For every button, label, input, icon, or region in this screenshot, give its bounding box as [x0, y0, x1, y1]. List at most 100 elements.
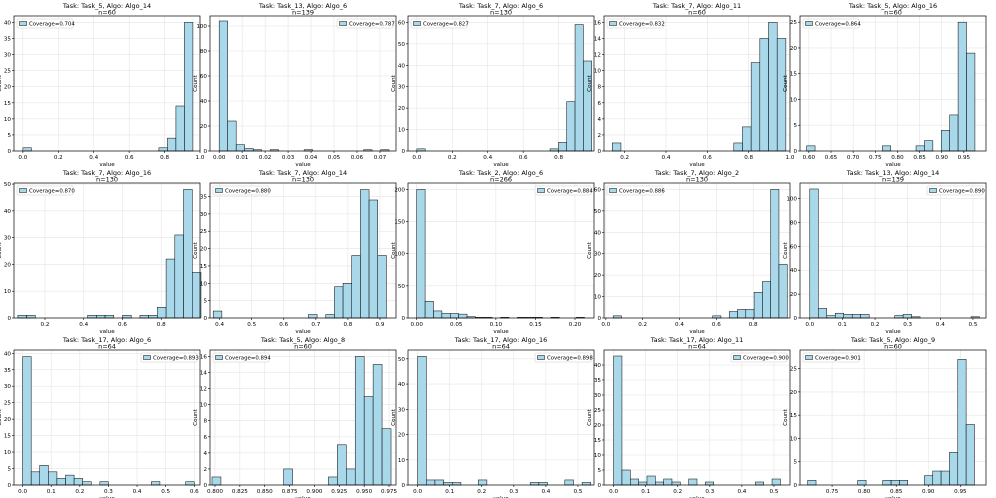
histogram-bar — [902, 314, 912, 319]
panel-subtitle: n=139 — [292, 9, 314, 17]
histogram-bar — [308, 314, 318, 319]
y-tick-label: 20 — [398, 106, 406, 112]
x-tick-label: 0.825 — [232, 489, 248, 495]
histogram-bar — [157, 307, 167, 319]
y-tick-label: 5 — [793, 123, 797, 129]
histogram-bar — [705, 481, 714, 486]
y-tick-label: 50 — [398, 284, 406, 290]
x-axis-label: value — [295, 496, 311, 498]
histogram-bar — [924, 140, 934, 152]
histogram-panel: Task: Task_7, Algo: Algo_16n=130 0.2 0.4 0.… — [0, 169, 202, 335]
x-tick-label: 0.3 — [104, 489, 113, 495]
y-tick-label: 8 — [203, 419, 207, 425]
legend-swatch — [537, 188, 545, 193]
histogram-bar — [443, 482, 453, 486]
y-tick-label: 0 — [7, 149, 11, 155]
y-tick-label: 25 — [4, 401, 12, 407]
plot-frame — [799, 15, 987, 152]
histogram-bar — [688, 478, 698, 486]
histogram-bar — [56, 478, 66, 486]
legend-label: Coverage=0.787 — [349, 21, 395, 27]
histogram-bar — [148, 315, 158, 319]
histogram-bar — [185, 481, 195, 486]
histogram-bar — [558, 142, 567, 152]
y-axis-label: Count — [193, 74, 199, 91]
y-axis-label: Count — [0, 74, 3, 91]
legend-box — [140, 352, 198, 363]
y-tick-label: 5 — [7, 467, 11, 473]
y-tick-label: 80 — [200, 49, 208, 55]
y-tick-label: 15 — [200, 264, 208, 270]
histogram-panel: Task: Task_13, Algo: Algo_6n=139 0.00 0.01… — [193, 2, 397, 168]
x-tick-label: 0.02 — [259, 155, 271, 161]
legend-swatch — [19, 21, 27, 26]
x-tick-label: 0.04 — [305, 155, 318, 161]
legend-label: Coverage=0.893 — [153, 355, 199, 361]
histogram-panel: Task: Task_7, Algo: Algo_6n=130 0.0 0.2 0.4… — [391, 2, 595, 168]
x-tick-label: 0.8 — [343, 322, 352, 328]
legend-box — [730, 352, 788, 363]
x-tick-label: 0.6 — [703, 155, 712, 161]
y-tick-label: 20 — [4, 262, 12, 268]
x-tick-label: 0.00 — [213, 155, 226, 161]
histogram-bar — [755, 481, 764, 486]
legend-swatch — [19, 188, 27, 193]
histogram-panel: Task: Task_5, Algo: Algo_16n=60 0.60 0.65 0… — [783, 2, 987, 168]
x-tick-label: 0.4 — [737, 489, 746, 495]
y-tick-label: 6 — [203, 435, 207, 441]
x-tick-label: 0.80 — [891, 155, 904, 161]
legend-label: Coverage=0.890 — [939, 188, 985, 194]
x-tick-label: 0.2 — [673, 489, 682, 495]
x-tick-label: 0.5 — [161, 489, 170, 495]
panel-subtitle: n=60 — [294, 343, 312, 351]
y-tick-label: 10 — [594, 295, 602, 301]
panel-subtitle: n=60 — [884, 343, 902, 351]
x-tick-label: 0.85 — [890, 489, 903, 495]
legend-label: Coverage=0.704 — [29, 21, 75, 27]
histogram-bar — [581, 482, 592, 486]
y-tick-label: 20 — [790, 46, 798, 52]
y-tick-label: 0 — [597, 316, 601, 322]
histogram-bar — [17, 315, 27, 319]
y-tick-label: 4 — [203, 451, 207, 457]
legend-box — [606, 185, 664, 196]
histogram-bar — [96, 315, 106, 319]
x-tick-label: 0.4 — [79, 322, 88, 328]
panel-title: Task: Task_7, Algo: Algo_16 — [62, 169, 151, 177]
y-tick-label: 20 — [4, 417, 12, 423]
x-axis-label: value — [493, 162, 509, 168]
y-tick-label: 50 — [4, 182, 12, 188]
x-tick-label: 0.6 — [190, 489, 199, 495]
histogram-bar — [621, 469, 631, 486]
histogram-bar — [458, 313, 468, 319]
panel-subtitle: n=60 — [688, 9, 706, 17]
histogram-bar — [346, 468, 356, 486]
y-tick-label: 0 — [597, 483, 601, 489]
y-tick-label: 10 — [4, 117, 12, 123]
histogram-bar — [768, 22, 778, 152]
x-tick-label: 0.95 — [954, 489, 967, 495]
y-tick-label: 0 — [793, 316, 797, 322]
x-tick-label: 0.9 — [376, 322, 385, 328]
x-tick-label: 0.2 — [871, 322, 880, 328]
y-tick-label: 25 — [4, 69, 12, 75]
y-tick-label: 40 — [4, 351, 12, 357]
y-tick-label: 35 — [594, 378, 602, 384]
histogram-bar — [122, 315, 132, 319]
histogram-bar — [750, 62, 761, 152]
histogram-bar — [818, 308, 828, 319]
x-tick-label: 0.2 — [477, 489, 486, 495]
legend-box — [534, 185, 592, 196]
panel-title: Task: Task_7, Algo: Algo_2 — [654, 169, 739, 177]
x-tick-label: 0.6 — [118, 322, 127, 328]
histogram-bar — [48, 471, 58, 486]
histogram-bar — [806, 145, 816, 152]
histogram-bar — [372, 364, 383, 486]
y-tick-label: 0 — [203, 483, 207, 489]
x-tick-label: 0.8 — [749, 322, 758, 328]
y-tick-label: 14 — [200, 371, 208, 377]
histogram-bar — [882, 145, 892, 152]
x-axis-label: value — [689, 329, 705, 335]
panel-title: Task: Task_2, Algo: Algo_6 — [458, 169, 543, 177]
